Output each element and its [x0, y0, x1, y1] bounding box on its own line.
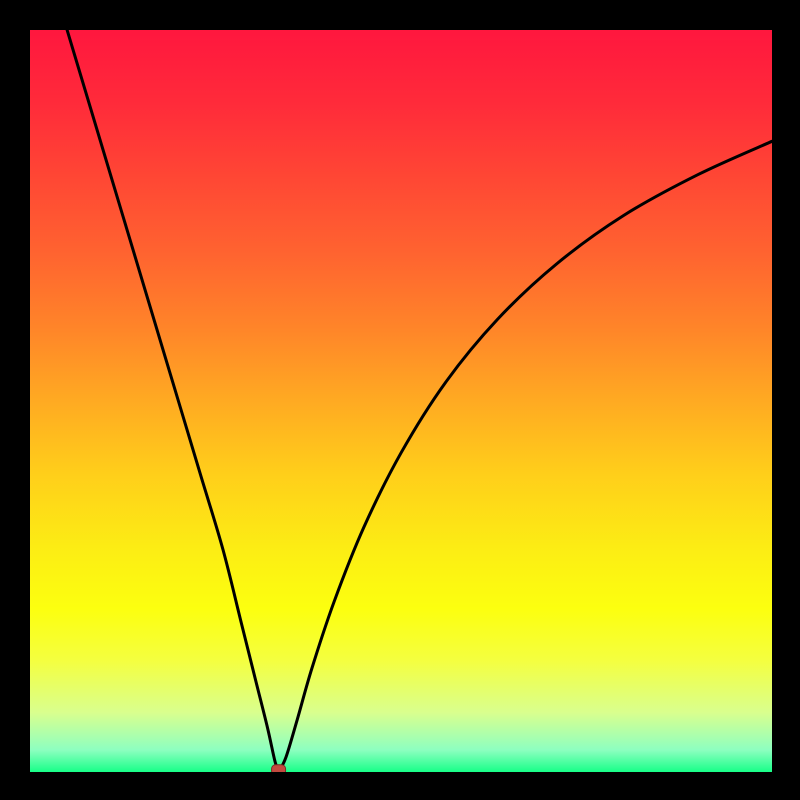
chart-background	[30, 30, 772, 772]
chart-plot-area	[30, 30, 772, 772]
frame-left	[0, 0, 30, 800]
optimum-marker	[272, 765, 286, 772]
frame-top	[0, 0, 800, 30]
frame-bottom	[0, 772, 800, 800]
chart-svg	[30, 30, 772, 772]
frame-right	[772, 0, 800, 800]
